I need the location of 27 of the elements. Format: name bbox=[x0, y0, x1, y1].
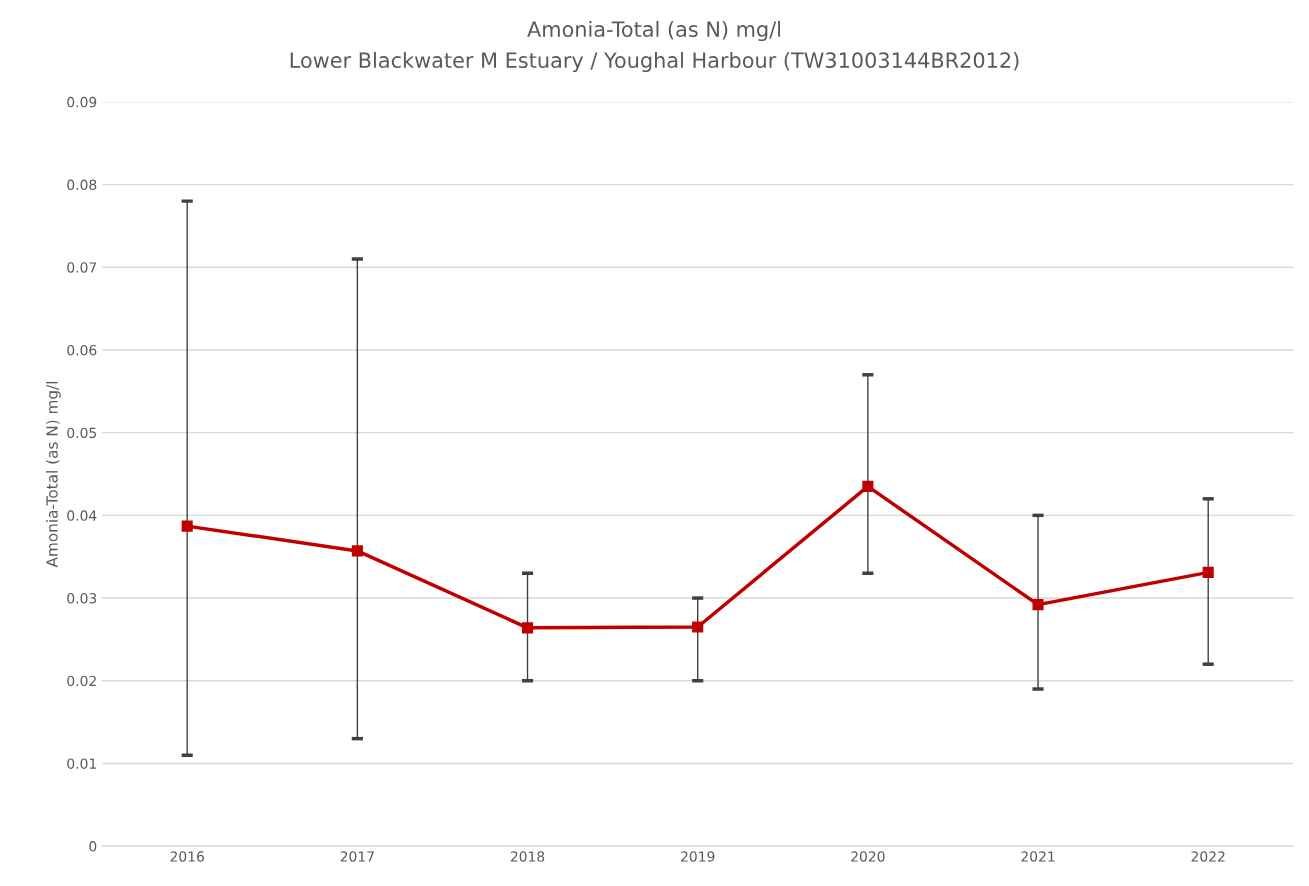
y-tick-label: 0 bbox=[89, 841, 97, 852]
y-tick-label: 0.07 bbox=[67, 262, 97, 273]
y-tick-label: 0.05 bbox=[67, 427, 97, 439]
y-tick-label: 0.09 bbox=[67, 96, 97, 108]
point bbox=[862, 480, 874, 492]
x-tick-label: 2018 bbox=[510, 851, 545, 862]
chart-title: Amonia-Total (as N) mg/l bbox=[527, 20, 781, 42]
x-tick-label: 2021 bbox=[1021, 851, 1055, 862]
x-tick-label: 2016 bbox=[170, 851, 204, 862]
point bbox=[351, 545, 363, 557]
point bbox=[1202, 566, 1214, 578]
y-tick-label: 0.02 bbox=[67, 675, 96, 687]
y-tick-label: 0.04 bbox=[67, 510, 97, 521]
x-tick-label: 2017 bbox=[340, 851, 374, 862]
y-tick-label: 0.06 bbox=[67, 344, 97, 356]
point bbox=[692, 621, 704, 633]
chart-subtitle: Lower Blackwater M Estuary / Youghal Harbour (TW31003144BR2012) bbox=[290, 51, 1019, 73]
point bbox=[181, 520, 193, 532]
x-tick-label: 2022 bbox=[1191, 851, 1225, 862]
x-tick-label: 2019 bbox=[681, 851, 715, 862]
y-tick-label: 0.08 bbox=[67, 179, 97, 191]
y-tick-label: 0.03 bbox=[67, 593, 97, 604]
y-axis-title: Amonia-Total (as N) mg/l bbox=[45, 381, 61, 568]
x-tick-label: 2020 bbox=[851, 851, 885, 862]
point bbox=[521, 622, 534, 634]
y-tick-label: 0.01 bbox=[67, 758, 96, 769]
point bbox=[1032, 599, 1044, 611]
